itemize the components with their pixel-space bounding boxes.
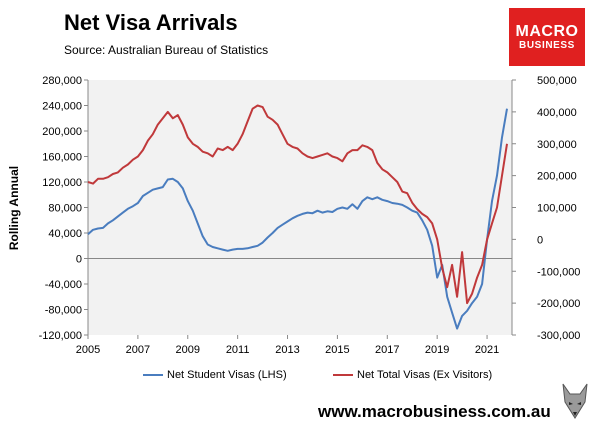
y-axis-label: Rolling Annual [7,166,21,250]
series-line-student-visas [87,108,508,330]
right-tick-label: 0 [537,234,543,246]
right-tick-label: 200,000 [537,171,577,183]
x-tick-label: 2017 [375,344,399,356]
right-tick-label: -300,000 [537,330,580,342]
left-tick-label: -120,000 [39,330,82,342]
left-tick-label: 160,000 [42,152,82,164]
legend-item-total: Net Total Visas (Ex Visitors) [333,369,492,381]
left-tick-label: -40,000 [45,279,82,291]
legend-swatch-student [143,374,163,376]
left-tick-label: 40,000 [48,228,82,240]
right-tick-label: 100,000 [537,203,577,215]
x-tick-label: 2005 [76,344,100,356]
x-tick-label: 2007 [126,344,150,356]
x-tick-label: 2011 [226,344,250,356]
plot-area [88,80,512,335]
footer-url: www.macrobusiness.com.au [318,402,551,421]
right-tick-label: -200,000 [537,298,580,310]
left-tick-label: 120,000 [42,177,82,189]
logo-line-2: BUSINESS [519,40,575,51]
legend-swatch-total [333,374,353,376]
left-tick-label: 80,000 [48,203,82,215]
left-tick-label: 0 [76,254,82,266]
left-tick-label: 240,000 [42,101,82,113]
x-tick-label: 2021 [475,344,499,356]
left-tick-label: 200,000 [42,126,82,138]
x-tick-label: 2009 [176,344,200,356]
right-tick-label: 500,000 [537,75,577,87]
legend-label-total: Net Total Visas (Ex Visitors) [357,369,493,381]
right-tick-label: 300,000 [537,139,577,151]
legend-item-student: Net Student Visas (LHS) [143,369,287,381]
x-tick-label: 2013 [275,344,299,356]
fox-mascot-icon [562,383,588,419]
legend-label-student: Net Student Visas (LHS) [167,369,287,381]
right-tick-label: 400,000 [537,107,577,119]
right-tick-label: -100,000 [537,266,580,278]
chart-source: Source: Australian Bureau of Statistics [64,43,269,57]
left-tick-label: 280,000 [42,75,82,87]
series-line-total-visas [87,104,508,305]
logo-line-1: MACRO [515,23,579,40]
x-tick-label: 2015 [325,344,349,356]
chart-series [87,104,508,330]
macrobusiness-logo: MACRO BUSINESS [509,8,585,66]
chart-title: Net Visa Arrivals [64,10,238,35]
x-tick-label: 2019 [425,344,449,356]
left-tick-label: -80,000 [45,305,82,317]
